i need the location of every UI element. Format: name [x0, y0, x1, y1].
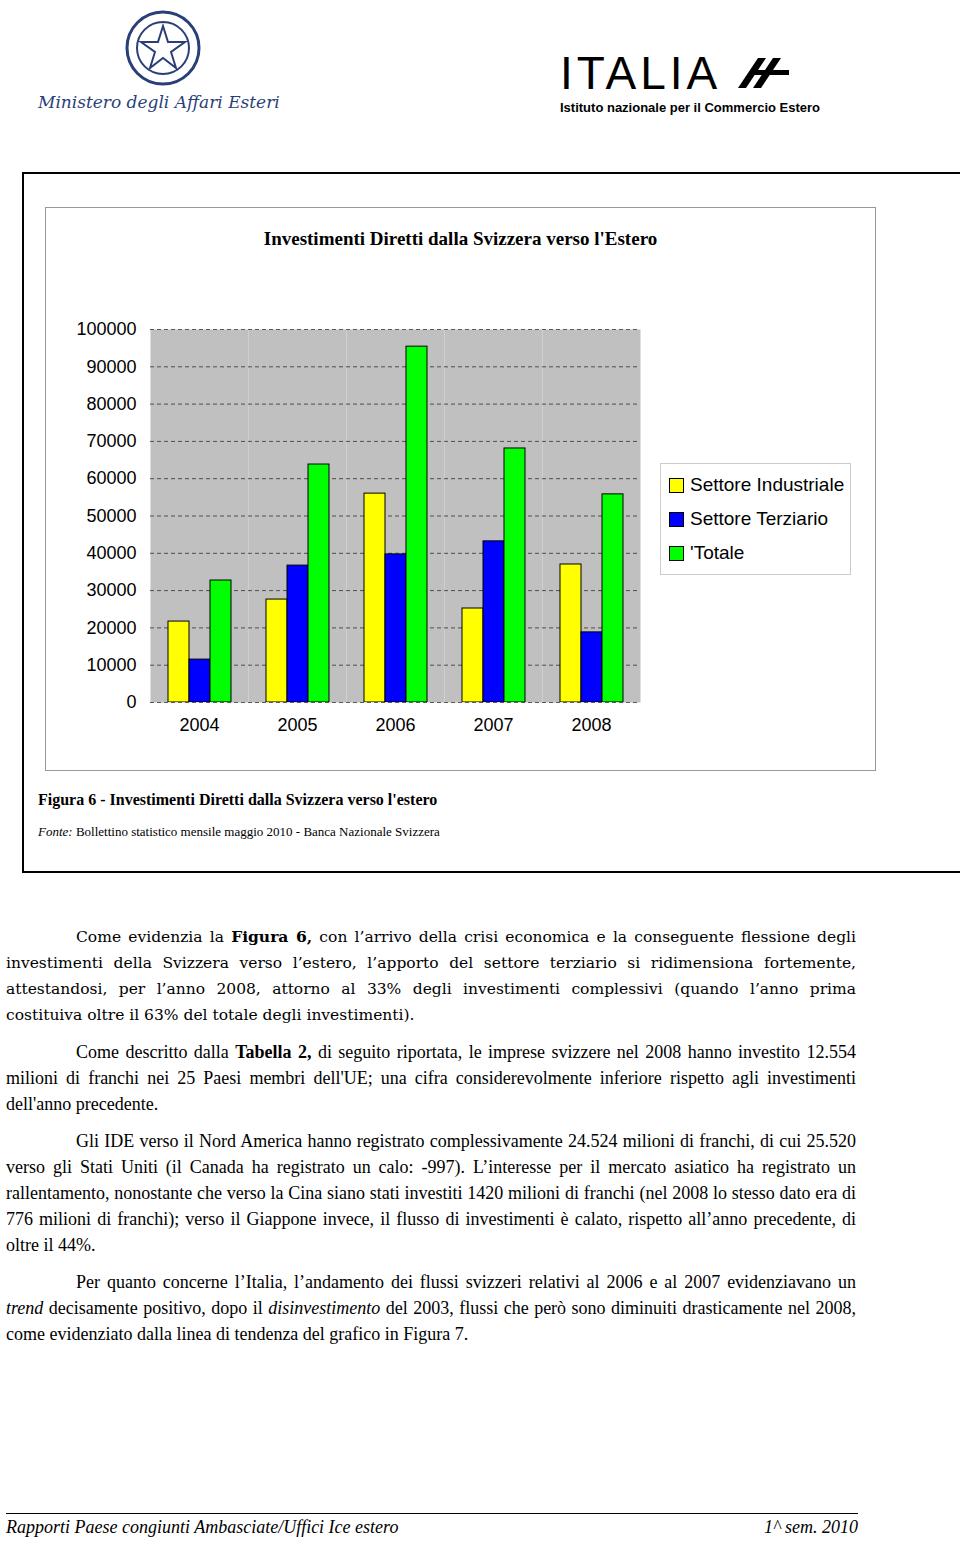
- html-text:Per quanto concerne l’Italia,: Per quanto concerne l’Italia, l’andament…: [76, 1272, 856, 1292]
- svg-text:50000: 50000: [86, 506, 136, 526]
- svg-text:80000: 80000: [86, 394, 136, 414]
- svg-text:70000: 70000: [86, 431, 136, 451]
- html-text:trend decisamente positivo, do: trend decisamente positivo, dopo il disi…: [6, 1298, 856, 1344]
- svg-text:60000: 60000: [86, 468, 136, 488]
- html-text:Come evidenzia la Figura 6, co: Come evidenzia la Figura 6, con l’arrivo…: [6, 927, 856, 1024]
- svg-text:10000: 10000: [86, 655, 136, 675]
- svg-text:30000: 30000: [86, 580, 136, 600]
- html-text:Ministero degli Affari Esteri: Ministero degli Affari Esteri: [38, 92, 280, 112]
- html-text:1^ sem. 2010: 1^ sem. 2010: [763, 1517, 858, 1537]
- svg-text:2008: 2008: [571, 715, 611, 735]
- svg-text:20000: 20000: [86, 618, 136, 638]
- html-text:Investimenti Diretti dalla Svi: Investimenti Diretti dalla Svizzera vers…: [263, 228, 658, 249]
- html-text:ITALIA: ITALIA: [560, 47, 722, 99]
- html-text:Istituto nazionale per il Comm: Istituto nazionale per il Commercio Este…: [560, 100, 821, 115]
- svg-text:2005: 2005: [277, 715, 317, 735]
- html-text:Settore Industriale: Settore Industriale: [690, 474, 845, 495]
- svg-text:40000: 40000: [86, 543, 136, 563]
- html-text:'Totale: 'Totale: [690, 542, 745, 563]
- svg-text:100000: 100000: [76, 319, 136, 339]
- svg-text:2006: 2006: [375, 715, 415, 735]
- html-text:Rapporti Paese congiunti Ambas: Rapporti Paese congiunti Ambasciate/Uffi…: [6, 1517, 399, 1537]
- html-text:Figura 6 - Investimenti Dirett: Figura 6 - Investimenti Diretti dalla Sv…: [38, 791, 438, 808]
- svg-text:90000: 90000: [86, 357, 136, 377]
- svg-text:0: 0: [126, 692, 136, 712]
- svg-text:2004: 2004: [179, 715, 219, 735]
- svg-text:2007: 2007: [473, 715, 513, 735]
- html-text:Fonte: Bollettino statistico m: Fonte: Bollettino statistico mensile mag…: [38, 824, 440, 839]
- html-text:Settore Terziario: Settore Terziario: [690, 508, 828, 529]
- html-text:Gli IDE verso il Nord America: Gli IDE verso il Nord America hanno regi…: [6, 1131, 856, 1255]
- html-text:Come descritto dalla Tabella 2: Come descritto dalla Tabella 2, di segui…: [6, 1042, 856, 1114]
